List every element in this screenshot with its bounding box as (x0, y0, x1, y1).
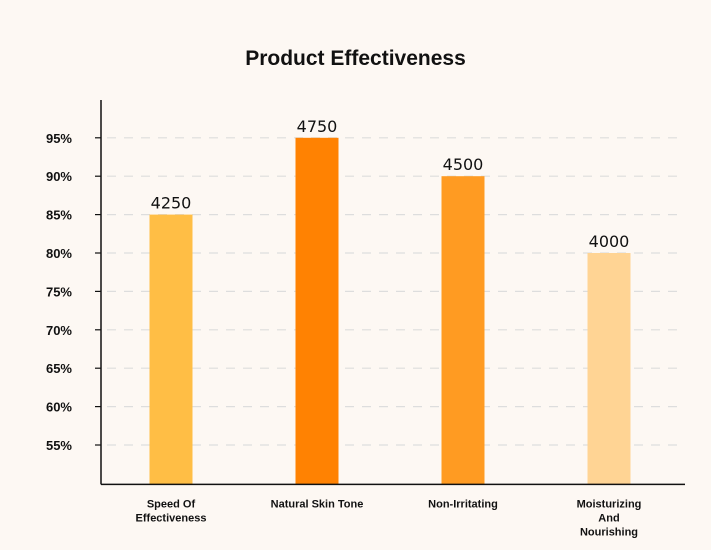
axes (100, 100, 685, 486)
data-label: 4250 (151, 194, 192, 213)
y-tick-label: 75% (46, 284, 72, 299)
chart-title: Product Effectiveness (245, 47, 466, 70)
y-tick-label: 55% (46, 438, 72, 453)
data-label: 4750 (297, 117, 338, 136)
y-tick-label: 80% (46, 246, 72, 261)
x-tick-label: Speed Of Effectiveness (136, 498, 207, 524)
x-tick-label: Natural Skin Tone (271, 498, 364, 510)
bar (149, 214, 193, 485)
data-labels: 4250 4750 4500 4000 (151, 117, 630, 251)
data-label: 4500 (443, 155, 484, 174)
y-tick-label: 60% (46, 400, 72, 415)
bar (441, 176, 485, 485)
y-tick-label: 70% (46, 323, 72, 338)
y-tick-label: 90% (46, 169, 72, 184)
bars (149, 137, 631, 485)
data-label: 4000 (589, 232, 630, 251)
x-tick-labels: Speed Of Effectiveness Natural Skin Tone No… (136, 498, 642, 538)
x-tick-label: Moisturizing And Nourishing (577, 498, 642, 538)
bar (295, 137, 339, 485)
x-tick-label: Non-Irritating (428, 498, 498, 510)
y-tick-label: 65% (46, 361, 72, 376)
y-tick-labels: 55% 60% 65% 70% 75% 80% 85% 90% 95% (46, 131, 101, 453)
y-tick-label: 95% (46, 131, 72, 146)
bar (587, 253, 631, 485)
y-tick-label: 85% (46, 208, 72, 223)
